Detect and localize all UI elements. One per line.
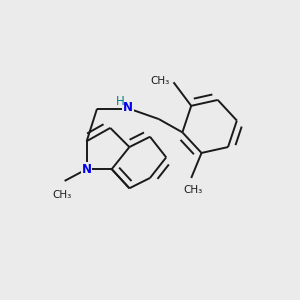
Text: CH₃: CH₃ [150,76,169,86]
Text: H: H [116,95,125,108]
Text: N: N [123,101,133,114]
Text: CH₃: CH₃ [183,185,202,195]
Text: N: N [82,163,92,176]
Text: CH₃: CH₃ [52,190,71,200]
Text: N: N [82,163,92,176]
